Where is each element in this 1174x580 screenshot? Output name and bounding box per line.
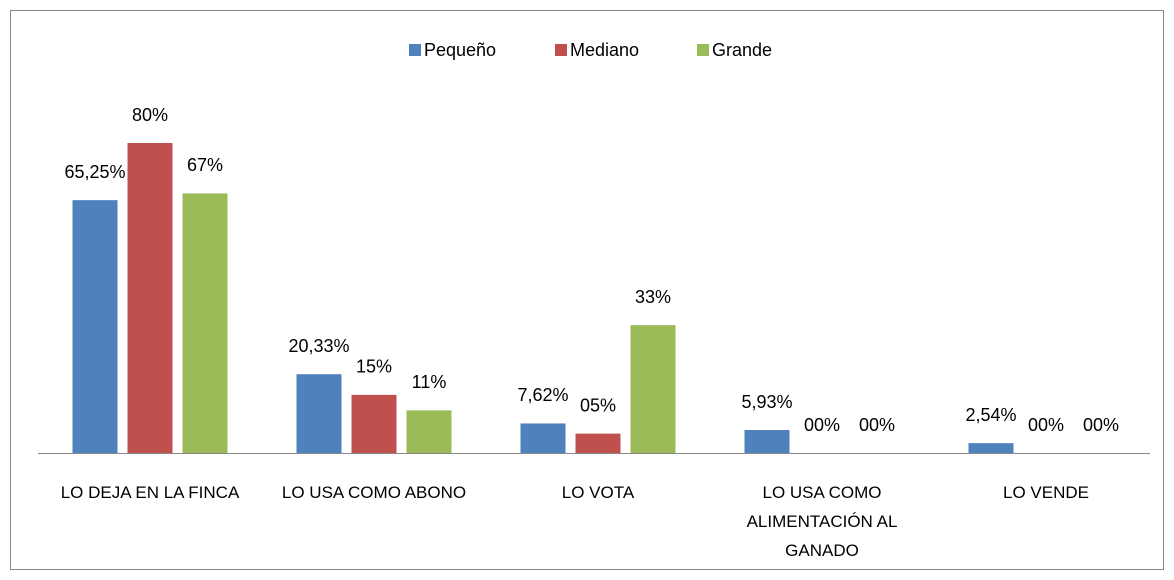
data-label: 00% — [1083, 415, 1119, 435]
data-label: 5,93% — [741, 392, 792, 412]
legend-label: Mediano — [570, 40, 639, 60]
legend-label: Grande — [712, 40, 772, 60]
data-label: 00% — [1028, 415, 1064, 435]
x-tick-label: LO DEJA EN LA FINCA — [60, 483, 240, 502]
bar — [72, 200, 118, 453]
bar — [520, 423, 566, 453]
bar — [968, 443, 1014, 453]
data-label: 00% — [859, 415, 895, 435]
data-label: 05% — [580, 395, 616, 415]
bar — [575, 433, 621, 453]
data-label: 15% — [356, 357, 392, 377]
data-label: 20,33% — [288, 336, 349, 356]
bar — [351, 394, 397, 453]
legend-swatch — [409, 44, 421, 56]
x-tick-label: LO VENDE — [1003, 483, 1089, 502]
x-tick-label: LO USA COMO ABONO — [281, 483, 467, 502]
data-label: 7,62% — [517, 385, 568, 405]
bar — [406, 410, 452, 453]
data-label: 2,54% — [965, 405, 1016, 425]
bar — [296, 374, 342, 453]
bar — [630, 325, 676, 453]
data-label: 67% — [187, 155, 223, 175]
legend-swatch — [697, 44, 709, 56]
legend-label: Pequeño — [424, 40, 496, 60]
x-tick-label: LO VOTA — [561, 483, 635, 502]
data-label: 11% — [412, 372, 447, 392]
data-label: 80% — [132, 105, 168, 125]
legend-swatch — [555, 44, 567, 56]
data-label: 65,25% — [64, 162, 125, 182]
data-label: 33% — [635, 287, 671, 307]
bar — [744, 430, 790, 453]
bar — [127, 143, 173, 453]
bar — [182, 193, 228, 453]
x-tick-label: LO USA COMO ALIMENTACIÓN AL GANADO — [746, 483, 898, 560]
data-label: 00% — [804, 415, 840, 435]
